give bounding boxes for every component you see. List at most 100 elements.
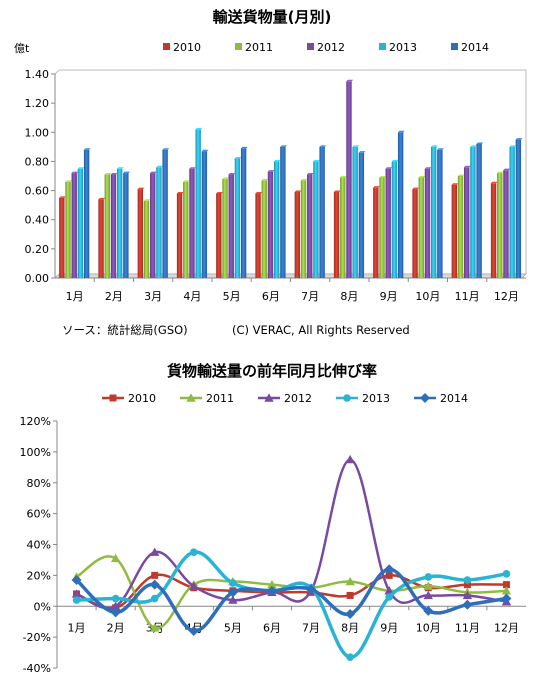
bar-top-face [418,175,426,178]
line-y-tick-label: 40% [27,539,51,552]
line-x-tick-label: 10月 [416,621,441,634]
bar-top-face [509,145,517,147]
bar-2014-11月 [476,143,482,278]
bar-legend-swatch-2011 [235,43,242,50]
bar-top-face [391,159,399,162]
line-point-2013-1月 [72,596,81,604]
bar-top-face [307,173,314,175]
bar-top-face [457,174,465,176]
line-y-tick-label: 60% [27,508,51,521]
bar-2014-1月 [83,149,90,278]
bar-2011-9月 [379,177,385,278]
bar-top-face [280,145,288,147]
line-point-2010-3月 [151,571,159,579]
bar-2013-5月 [234,158,241,278]
bar-top-face [216,191,224,194]
line-point-2010-8月 [346,591,354,599]
line-y-tick-label: 80% [27,477,51,490]
bar-legend-swatch-2014 [451,43,458,50]
bar-2014-4月 [201,151,208,278]
line-legend-marker-2010 [109,394,117,402]
bar-y-tick-label: 0.40 [25,214,50,227]
bar-y-tick-label: 0.20 [25,243,50,256]
bar-legend-label-2010: 2010 [173,41,201,54]
line-point-2014-2月 [110,607,121,618]
bar-2011-3月 [143,200,150,278]
bar-2012-1月 [71,173,77,278]
bar-top-face [65,180,73,182]
bar-2010-8月 [333,192,340,278]
bar-y-tick-label: 0.80 [25,155,50,168]
line-point-2013-3月 [150,594,159,603]
bar-2012-8月 [346,81,352,279]
bar-x-tick-label: 6月 [262,290,280,303]
bar-2013-9月 [391,161,398,278]
line-point-2012-1月 [71,589,82,598]
bar-top-face [150,171,157,174]
bar-x-tick-label: 10月 [415,290,440,303]
bar-top-face [98,197,106,200]
line-legend-marker-2011 [186,393,196,402]
bar-2012-10月 [424,168,431,278]
bar-top-face [352,145,360,147]
line-point-2012-5月 [228,595,238,604]
bar-2013-1月 [77,168,84,278]
bar-2013-4月 [195,129,201,278]
bar-2010-3月 [137,189,144,278]
bar-x-tick-label: 3月 [144,290,162,303]
bar-top-face [300,178,308,181]
bar-2012-3月 [150,173,156,278]
bar-y-tick-label: 1.40 [25,68,50,81]
bar-top-face [176,191,184,194]
bar-top-face [333,190,341,193]
line-legend-marker-2014 [420,393,430,403]
line-point-2014-11月 [462,599,473,610]
bar-2011-4月 [183,181,189,278]
bar-2010-4月 [176,193,183,278]
bar-2014-8月 [358,152,365,278]
bar-x-tick-label: 1月 [66,290,84,303]
bar-2014-7月 [319,146,325,278]
bar-top-face [490,181,498,184]
line-y-tick-label: 0% [34,600,51,613]
bar-2010-5月 [216,193,222,278]
bar-legend-swatch-2010 [163,43,170,50]
bar-top-face [162,148,170,150]
bar-2010-9月 [373,187,379,278]
line-y-tick-label: -40% [23,662,51,675]
bar-top-face [110,173,118,175]
line-legend-label-2013: 2013 [362,392,390,405]
bar-2012-12月 [503,170,509,278]
bar-x-tick-label: 2月 [105,290,123,303]
bar-2013-7月 [313,161,319,278]
bar-2014-6月 [280,146,286,278]
bar-2011-11月 [457,176,464,278]
bar-x-tick-label: 12月 [494,290,519,303]
bar-x-tick-label: 4月 [183,290,201,303]
bar-2013-3月 [156,167,162,278]
line-point-2013-10月 [424,573,433,581]
bar-top-face [77,167,85,169]
line-legend-label-2012: 2012 [284,392,312,405]
bar-2010-7月 [294,192,301,278]
bar-2014-9月 [397,132,404,278]
bar-2013-8月 [352,146,358,278]
bar-legend-label-2014: 2014 [461,41,489,54]
bar-2011-6月 [261,180,267,278]
bar-2011-2月 [104,174,110,278]
bar-top-face [503,168,511,171]
bar-x-tick-label: 7月 [301,290,319,303]
bar-2012-5月 [228,174,234,278]
bar-top-face [313,159,321,162]
bar-2013-11月 [470,146,476,278]
bar-legend-swatch-2012 [307,43,314,50]
line-point-2012-4月 [189,581,199,590]
bar-2014-12月 [515,139,522,278]
bar-top-face [255,191,263,194]
line-y-tick-label: 100% [20,446,51,459]
line-x-tick-label: 2月 [107,621,125,634]
line-point-2014-8月 [345,608,356,619]
line-y-tick-label: 20% [27,569,51,582]
line-point-2012-3月 [150,547,160,556]
